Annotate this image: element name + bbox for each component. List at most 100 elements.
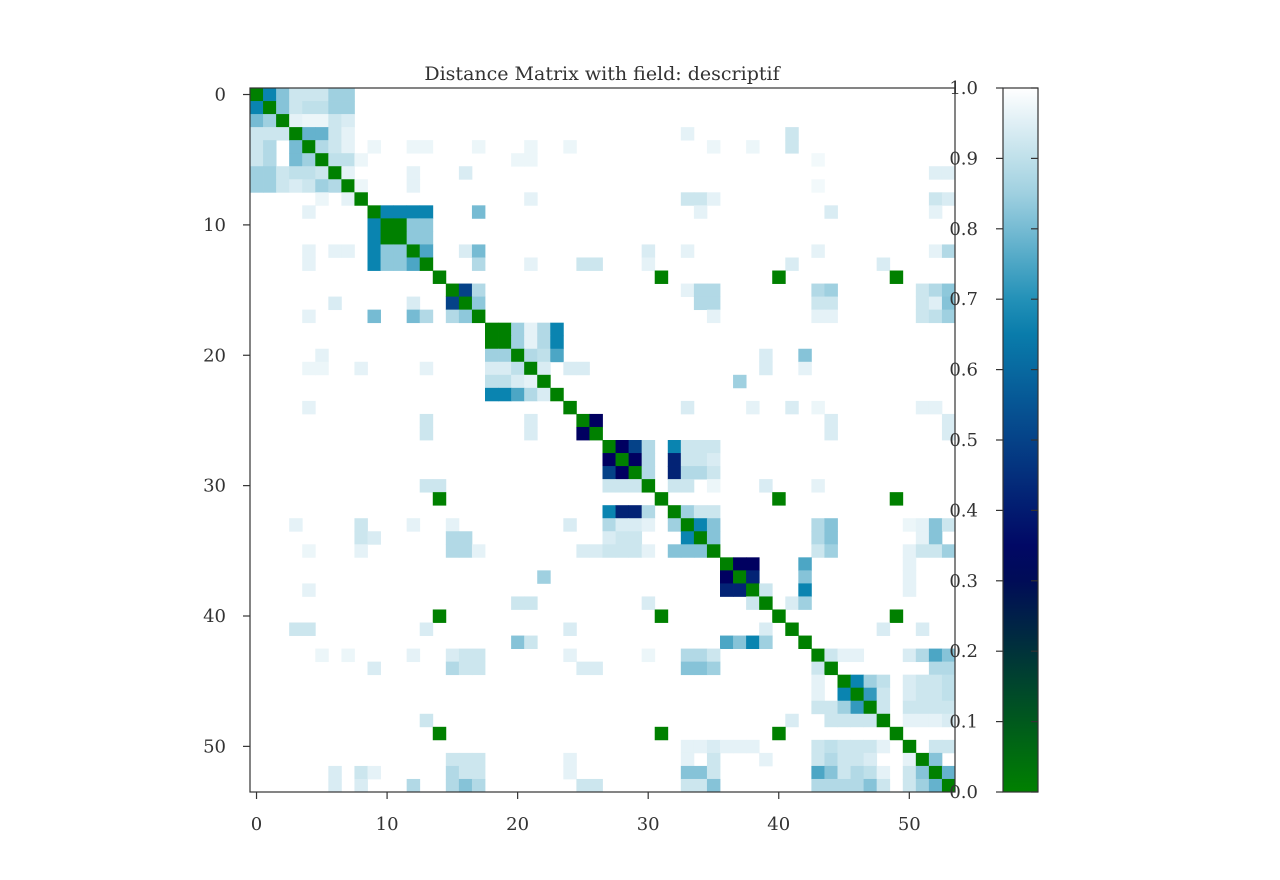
heatmap-cell (641, 440, 656, 454)
heatmap-cell (902, 583, 917, 597)
heatmap-cell (315, 648, 329, 663)
heatmap-cell (680, 192, 695, 206)
heatmap-cell (811, 778, 825, 793)
heatmap-cell (798, 361, 812, 376)
heatmap-cell (941, 700, 956, 715)
heatmap-cell (706, 661, 721, 676)
heatmap-cell (367, 140, 381, 154)
heatmap-cell (419, 257, 434, 271)
heatmap-cell (563, 518, 577, 532)
heatmap-cell (524, 426, 538, 441)
heatmap-cell (511, 335, 525, 350)
heatmap-cell (693, 778, 708, 793)
heatmap-cell (563, 622, 577, 636)
heatmap-cell (720, 570, 734, 584)
heatmap-cell (837, 752, 851, 767)
heatmap-cell (458, 648, 473, 663)
heatmap-cell (811, 296, 825, 311)
heatmap-cell (380, 205, 395, 219)
colorbar-tick-label: 0.9 (949, 148, 978, 169)
heatmap-cell (576, 413, 590, 428)
heatmap-cell (550, 387, 564, 402)
heatmap-cell (380, 218, 395, 232)
heatmap-cell (641, 479, 656, 493)
heatmap-cell (445, 752, 460, 767)
heatmap-cell (876, 713, 891, 728)
heatmap-cell (524, 361, 538, 376)
heatmap-cell (941, 674, 956, 689)
heatmap-cell (250, 153, 264, 167)
heatmap-cell (837, 765, 851, 780)
heatmap-cell (602, 544, 616, 558)
heatmap-cell (876, 622, 891, 636)
heatmap-cell (445, 544, 460, 558)
heatmap-cell (328, 296, 342, 311)
heatmap-cell (876, 739, 891, 754)
heatmap-cell (680, 518, 695, 532)
heatmap-cell (889, 726, 904, 741)
heatmap-cell (328, 153, 342, 167)
heatmap-cell (941, 544, 956, 558)
heatmap-cell (263, 166, 277, 180)
heatmap-cell (928, 661, 943, 676)
heatmap-cell (445, 309, 460, 324)
heatmap-cell (759, 596, 773, 610)
heatmap-cell (263, 101, 277, 115)
heatmap-cell (315, 101, 329, 115)
heatmap-cell (498, 387, 512, 402)
heatmap-cell (458, 296, 473, 311)
chart-title: Distance Matrix with field: descriptif (424, 63, 781, 85)
heatmap-cell (602, 505, 616, 519)
heatmap-cell (693, 648, 708, 663)
heatmap-cell (733, 374, 747, 389)
heatmap-cell (302, 257, 316, 271)
heatmap-cell (824, 426, 838, 441)
heatmap-cell (328, 127, 342, 141)
heatmap-cell (928, 778, 943, 793)
heatmap-cell (511, 361, 525, 376)
heatmap-cell (302, 622, 316, 636)
heatmap-cell (667, 518, 682, 532)
heatmap-cell (432, 609, 447, 623)
heatmap-cell (432, 492, 447, 506)
heatmap-cell (693, 453, 708, 467)
heatmap-cell (798, 348, 812, 363)
heatmap-cell (576, 778, 590, 793)
heatmap-cell (772, 726, 786, 741)
heatmap-cell (785, 127, 799, 141)
heatmap-cell (928, 687, 943, 702)
heatmap-cell (550, 335, 564, 350)
heatmap-cell (524, 140, 538, 154)
heatmap-cell (902, 557, 917, 571)
heatmap-cell (928, 765, 943, 780)
heatmap-cell (824, 700, 838, 715)
heatmap-cell (445, 531, 460, 545)
heatmap-cell (680, 648, 695, 663)
heatmap-cell (471, 205, 486, 219)
heatmap-cell (863, 778, 878, 793)
colorbar-tick-label: 0.6 (949, 360, 978, 381)
heatmap-cell (419, 218, 434, 232)
heatmap-cell (615, 466, 630, 480)
heatmap-cell (602, 453, 616, 467)
colorbar-tick-label: 0.1 (949, 712, 978, 733)
heatmap-cell (511, 348, 525, 363)
heatmap-cell (902, 544, 917, 558)
heatmap-cell (367, 218, 381, 232)
heatmap-cell (419, 244, 434, 258)
heatmap-cell (367, 205, 381, 219)
heatmap-cell (354, 361, 368, 376)
heatmap-cell (706, 479, 721, 493)
heatmap-cell (615, 440, 630, 454)
heatmap-cell (693, 505, 708, 519)
heatmap-cell (511, 153, 525, 167)
heatmap-cell (498, 361, 512, 376)
heatmap-cell (367, 765, 381, 780)
heatmap-cell (432, 726, 447, 741)
heatmap-cell (941, 648, 956, 663)
heatmap-cell (941, 244, 956, 258)
heatmap-cell (928, 739, 943, 754)
heatmap-cell (680, 466, 695, 480)
heatmap-cell (524, 374, 538, 389)
